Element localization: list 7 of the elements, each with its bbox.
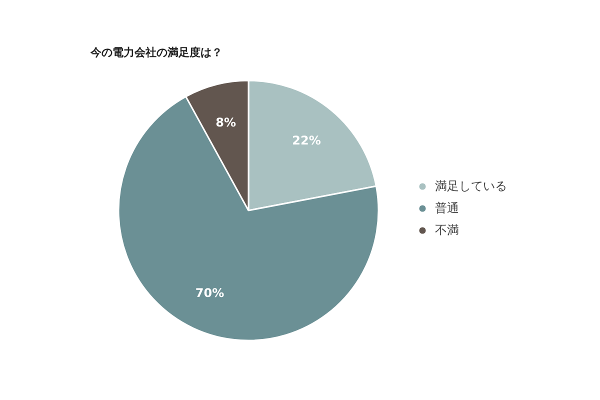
data-label: 22% <box>292 133 321 148</box>
chart-title: 今の電力会社の満足度は？ <box>90 46 222 59</box>
data-label: 70% <box>195 286 224 300</box>
data-label: 8% <box>216 115 236 130</box>
legend-label: 不満 <box>435 222 459 238</box>
legend-label: 普通 <box>435 200 459 216</box>
legend-label: 満足している <box>435 178 507 194</box>
